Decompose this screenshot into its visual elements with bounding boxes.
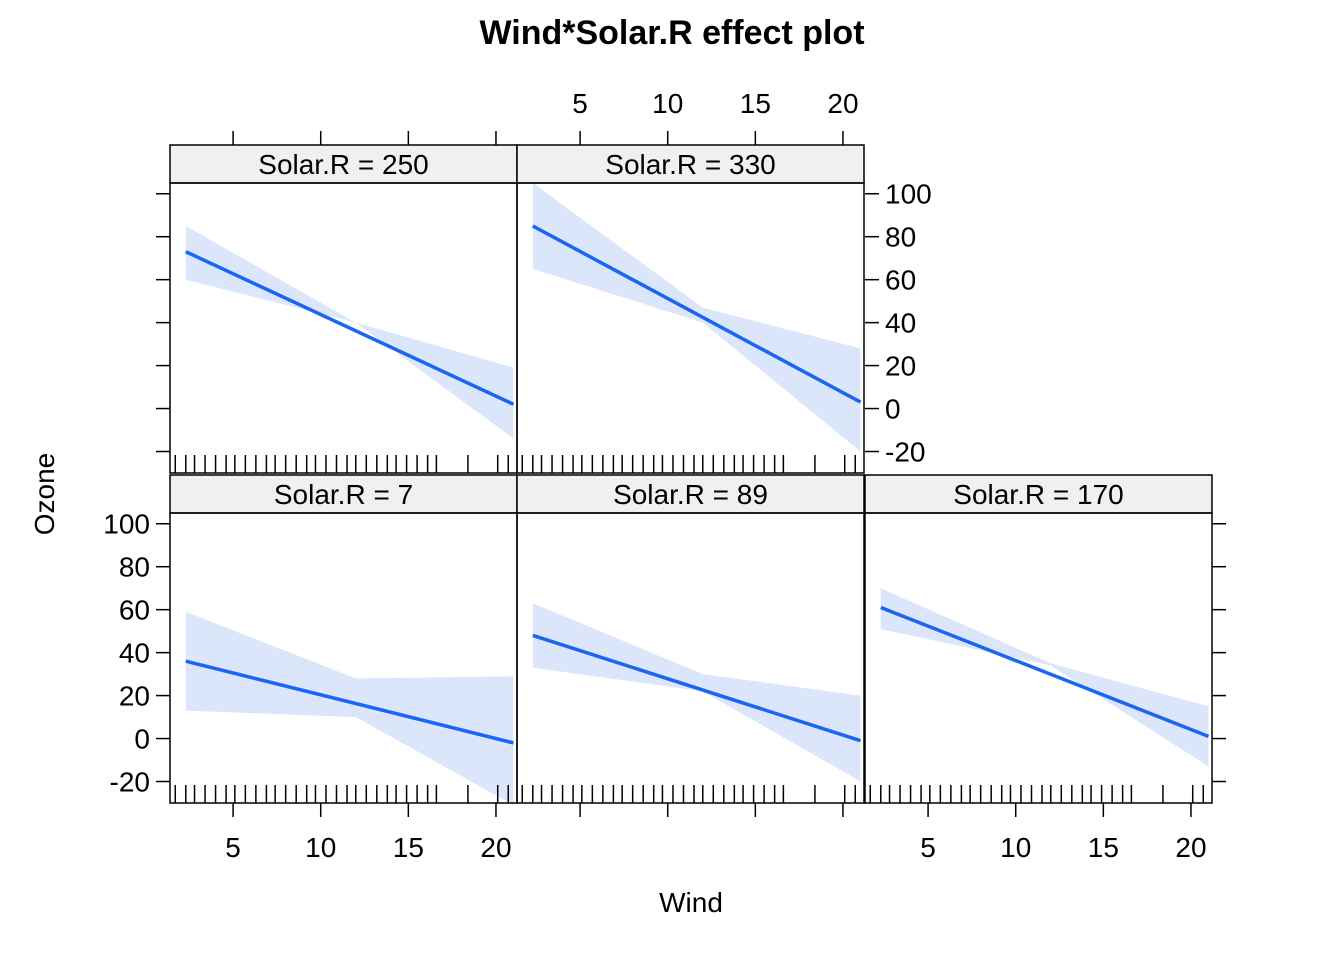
fit-line [880,605,1210,739]
panels-layer: Solar.R = 250 Solar.R = 330 Solar.R = 7 Sol… [169,144,1213,806]
panel-solar-r-330: Solar.R = 330 [516,144,865,474]
panel-solar-r-170: Solar.R = 170 [864,474,1213,804]
confidence-band [185,611,514,806]
y-tick-label: 0 [134,724,150,755]
strip-label: Solar.R = 7 [274,479,413,510]
fit-line [532,633,862,743]
panel-frame [169,182,518,474]
panel-strip [864,474,1213,514]
y-tick-label: -20 [885,437,925,468]
x-axis-bottom-left: 5 10 15 20 [225,803,512,863]
axes-layer: 5 10 15 20 5 10 15 20 5 10 15 20 -20 0 20 40 60 80 100 -20 0… [103,88,1226,863]
x-tick-label: 15 [393,832,424,863]
rug-marks [174,785,509,803]
y-tick-label: 80 [885,222,916,253]
strip-label: Solar.R = 170 [953,479,1123,510]
x-tick-label: 10 [305,832,336,863]
x-tick-label: 20 [480,832,511,863]
x-tick-label: 10 [1000,832,1031,863]
y-tick-label: 20 [119,681,150,712]
panel-frame [516,182,865,474]
panel-frame [864,512,1213,804]
rug-marks [869,785,1204,803]
fit-line [185,659,514,745]
y-axis-bottom-right [1212,522,1226,783]
y-tick-label: 0 [885,394,901,425]
confidence-band [185,226,514,439]
confidence-band [532,183,861,452]
confidence-band [880,588,1209,767]
y-tick-label: 40 [119,638,150,669]
y-tick-label: 100 [103,509,150,540]
panel-solar-r-89: Solar.R = 89 [516,474,865,804]
y-axis-top-left [156,192,170,453]
x-axis-top-left [232,131,497,145]
y-tick-label: 60 [119,595,150,626]
x-tick-label: 20 [827,88,858,119]
panel-frame [516,512,865,804]
strip-label: Solar.R = 330 [605,149,775,180]
y-tick-label: 60 [885,265,916,296]
x-axis-bottom-right: 5 10 15 20 [920,803,1207,863]
x-axis-label: Wind [659,887,723,918]
strip-label: Solar.R = 250 [258,149,428,180]
panel-solar-r-250: Solar.R = 250 [169,144,518,474]
y-tick-label: 100 [885,179,932,210]
panel-solar-r-7: Solar.R = 7 [169,474,518,806]
rug-marks [174,455,509,473]
x-tick-label: 5 [572,88,588,119]
x-tick-label: 15 [740,88,771,119]
y-axis-label: Ozone [29,453,60,536]
confidence-band [532,603,861,782]
x-tick-label: 10 [652,88,683,119]
y-axis-top-right: -20 0 20 40 60 80 100 [865,179,932,468]
fit-line [185,250,515,406]
x-tick-label: 5 [225,832,241,863]
y-tick-label: 40 [885,308,916,339]
panel-strip [516,144,865,184]
y-tick-label: -20 [110,767,150,798]
x-tick-label: 15 [1088,832,1119,863]
chart-title: Wind*Solar.R effect plot [479,14,864,52]
rug-marks [521,785,856,803]
fit-line [531,224,862,404]
y-tick-label: 80 [119,552,150,583]
x-tick-label: 20 [1175,832,1206,863]
x-tick-label: 5 [920,832,936,863]
x-axis-top-middle: 5 10 15 20 [572,88,859,145]
y-axis-bottom-left: -20 0 20 40 60 80 100 [103,509,170,798]
rug-marks [521,455,856,473]
strip-label: Solar.R = 89 [613,479,768,510]
x-axis-bottom-middle [579,803,844,817]
y-tick-label: 20 [885,351,916,382]
